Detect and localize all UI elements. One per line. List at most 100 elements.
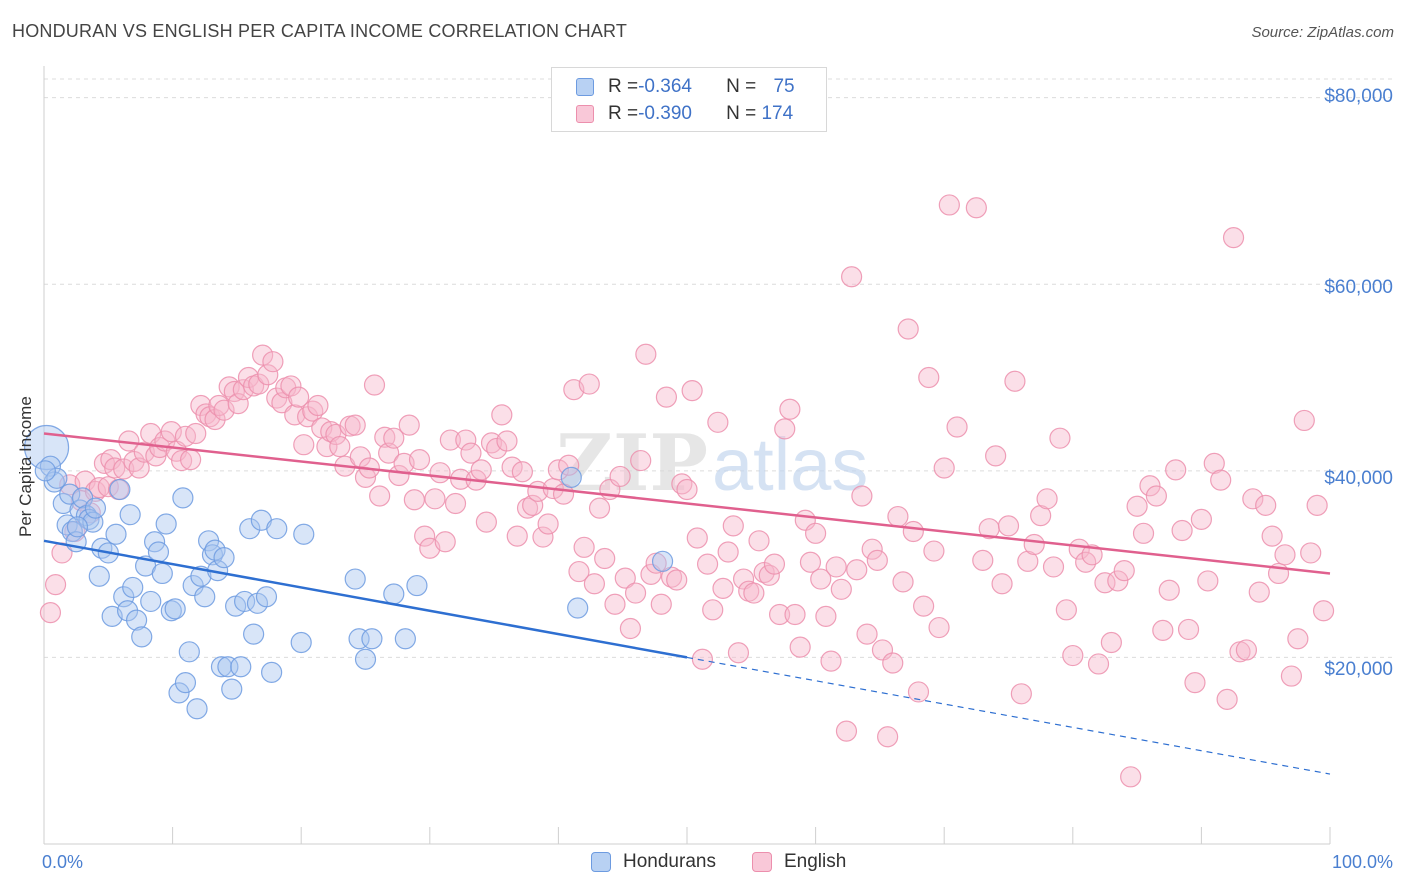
hondurans-point [88, 565, 110, 587]
english-point [180, 449, 202, 471]
english-point [681, 379, 703, 402]
hondurans-point [119, 504, 141, 526]
english-point [1274, 544, 1296, 566]
english-point [619, 617, 642, 640]
legend-row-english: R = -0.390 N = 174 [576, 101, 793, 127]
hondurans-point [174, 672, 197, 694]
hondurans-trend-line [43, 539, 688, 659]
english-point [594, 547, 616, 570]
english-point [84, 480, 107, 502]
english-point [985, 445, 1007, 467]
english-point [1255, 494, 1277, 516]
english-point [727, 642, 750, 664]
english-point [1190, 508, 1213, 530]
hondurans-point [213, 546, 235, 569]
english-point [573, 536, 595, 558]
english-point [810, 568, 832, 590]
english-point [835, 720, 858, 742]
hondurans-point [160, 600, 182, 622]
legend-n-label: N = [726, 103, 762, 124]
english-point [128, 457, 150, 479]
english-point [825, 556, 847, 578]
english-point [877, 726, 899, 748]
english-point [614, 567, 636, 589]
bottom-legend-english[interactable]: English [752, 851, 846, 873]
legend-r-value: -0.364 [638, 76, 692, 97]
english-point [511, 461, 533, 483]
english-point [160, 421, 182, 443]
hondurans-point [221, 678, 243, 700]
legend-r-value: -0.390 [638, 103, 692, 124]
hondurans-legend-swatch [591, 852, 611, 872]
english-point [1113, 560, 1135, 582]
english-point [774, 418, 796, 440]
english-point [293, 434, 315, 456]
hondurans-point [406, 574, 428, 597]
english-point [1280, 665, 1303, 687]
english-point [185, 422, 207, 445]
english-point [907, 681, 930, 703]
english-point [630, 449, 652, 472]
english-point [712, 577, 734, 599]
legend-r-label: R = [608, 76, 639, 97]
english-point [861, 538, 883, 560]
hondurans-point [560, 466, 582, 488]
hondurans-point [34, 460, 56, 482]
english-point [743, 582, 765, 604]
english-point [398, 414, 420, 436]
english-point [609, 465, 631, 488]
english-point [496, 430, 518, 452]
english-point [583, 573, 606, 595]
english-point [1030, 505, 1052, 527]
english-point [784, 603, 806, 626]
english-point [918, 366, 940, 389]
english-point [506, 525, 528, 547]
english-point [1210, 469, 1232, 491]
english-point [1261, 525, 1283, 547]
english-point [1062, 644, 1084, 667]
hondurans-point [125, 609, 148, 631]
bottom-legend-hondurans[interactable]: Hondurans [591, 851, 716, 873]
stats-legend: R = -0.364 N = 75 R = -0.390 N = 174 [551, 67, 827, 132]
english-point [532, 526, 554, 548]
hondurans-point [109, 478, 131, 501]
hondurans-point [210, 656, 233, 678]
english-point [650, 593, 672, 615]
english-point [307, 394, 329, 417]
english-point [933, 457, 955, 479]
english-point [1152, 619, 1174, 641]
hondurans-point [105, 523, 127, 545]
english-point [1120, 766, 1142, 788]
english-point [329, 435, 351, 458]
legend-n-value: 75 [773, 76, 795, 97]
english-point [1017, 550, 1039, 572]
english-point [491, 404, 513, 426]
english-point [820, 650, 842, 672]
english-point [768, 603, 791, 626]
y-axis-label: Per Capita Income [16, 396, 35, 537]
hondurans-point [164, 598, 186, 620]
english-point [1235, 639, 1258, 661]
english-point [902, 520, 924, 543]
english-point [696, 553, 719, 575]
legend-row-hondurans: R = -0.364 N = 75 [576, 74, 795, 100]
english-point [424, 488, 446, 510]
english-point [1242, 488, 1264, 510]
english-swatch [576, 105, 594, 123]
hondurans-point [59, 483, 81, 505]
hondurans-point [293, 523, 315, 545]
english-point [369, 485, 391, 507]
english-point [1132, 522, 1155, 544]
hondurans-point [344, 568, 366, 590]
english-point [1177, 618, 1200, 641]
english-point [991, 573, 1013, 595]
english-point [887, 505, 909, 528]
english-point [1055, 599, 1077, 621]
hondurans-point [147, 541, 170, 563]
english-point [1042, 556, 1065, 578]
english-point [923, 540, 945, 562]
hondurans-point [172, 487, 194, 509]
english-point [1287, 628, 1309, 650]
english-point [1222, 226, 1245, 249]
